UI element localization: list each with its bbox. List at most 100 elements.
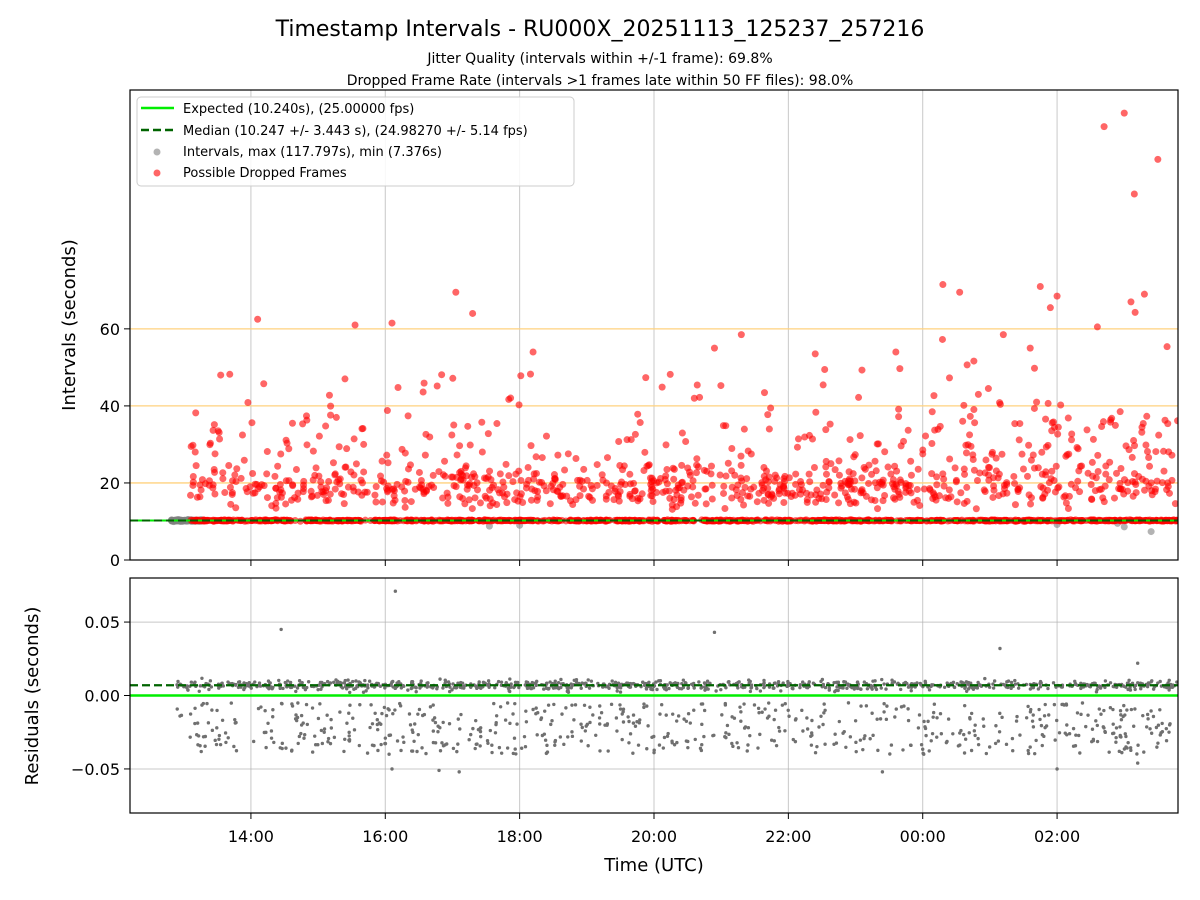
dropped-frame-point — [189, 472, 197, 480]
residual-point — [686, 745, 690, 750]
residual-point — [452, 685, 456, 690]
residual-point — [1107, 750, 1111, 754]
residual-point — [193, 706, 197, 710]
dropped-frame-point — [825, 484, 833, 492]
residual-point — [672, 743, 677, 747]
residual-point — [1084, 724, 1088, 729]
dropped-frame-point — [919, 450, 927, 458]
dropped-frame-point — [327, 402, 335, 410]
residual-point — [781, 681, 785, 685]
residual-point — [553, 743, 557, 747]
dropped-frame-point — [459, 476, 467, 484]
residual-point — [351, 716, 355, 720]
dropped-frame-point — [819, 381, 827, 389]
dropped-frame-point — [821, 366, 829, 374]
dropped-frame-point — [563, 492, 571, 500]
residual-point — [459, 685, 463, 690]
dropped-frame-point — [1010, 472, 1018, 480]
dropped-frame-point — [482, 475, 490, 483]
dropped-frame-point — [332, 413, 340, 421]
residual-point — [458, 727, 462, 731]
dropped-frame-point — [1158, 479, 1166, 487]
residual-point — [295, 686, 300, 690]
dropped-frame-point — [825, 477, 833, 485]
residual-point — [1071, 744, 1076, 748]
dropped-frame-point — [225, 461, 233, 469]
residual-point — [929, 739, 933, 743]
dropped-frame-point — [946, 455, 954, 463]
residual-point — [329, 717, 333, 722]
residual-point — [498, 705, 503, 709]
residual-point — [479, 686, 483, 690]
residual-point — [247, 681, 251, 685]
residual-point — [834, 741, 839, 745]
residual-point — [1018, 733, 1022, 737]
dropped-frame-point — [378, 457, 386, 465]
dropped-frame-point — [335, 443, 343, 451]
residual-point — [478, 744, 482, 748]
dropped-frame-point — [246, 483, 254, 491]
dropped-frame-point — [900, 437, 908, 445]
dropped-frame-point — [583, 476, 591, 484]
dropped-frame-point — [1089, 435, 1097, 443]
dropped-frame-point — [1147, 479, 1155, 487]
residual-point — [271, 715, 275, 719]
dropped-frame-point — [812, 408, 820, 416]
residual-point — [272, 740, 276, 745]
dropped-frame-point — [473, 479, 481, 487]
dropped-frame-point — [1027, 494, 1035, 502]
dropped-frame-point — [1037, 483, 1045, 491]
dropped-frame-point — [841, 489, 849, 497]
residual-point — [413, 685, 418, 689]
dropped-frame-point — [648, 474, 656, 482]
x-tick-label: 18:00 — [497, 827, 543, 846]
residual-point — [620, 737, 624, 742]
residual-point — [855, 686, 860, 691]
residual-point — [582, 703, 587, 707]
dropped-frame-point — [237, 474, 245, 482]
residual-point — [984, 751, 989, 756]
dropped-frame-point — [527, 442, 535, 450]
residual-point — [772, 717, 776, 722]
dropped-frame-point — [514, 497, 522, 505]
residual-point — [459, 712, 463, 717]
residual-point — [997, 730, 1002, 734]
dropped-frame-point — [425, 482, 433, 490]
dropped-frame-point — [388, 485, 396, 493]
dropped-frame-point — [1102, 470, 1110, 478]
residual-point — [870, 711, 874, 715]
residual-point — [1090, 727, 1095, 731]
dropped-frame-point — [1027, 456, 1035, 464]
residual-point — [1103, 685, 1107, 690]
residual-point — [586, 744, 590, 748]
residual-point — [348, 690, 352, 695]
residual-point — [871, 679, 875, 683]
dropped-frame-point — [793, 443, 801, 451]
residual-point — [922, 752, 926, 756]
residual-point — [809, 743, 814, 747]
dropped-frame-point — [970, 406, 978, 414]
dropped-frame-point — [822, 496, 830, 504]
residual-point — [1164, 739, 1169, 743]
dropped-frame-point — [486, 486, 494, 494]
dropped-frame-point — [1018, 450, 1026, 458]
residual-point — [772, 686, 776, 690]
residual-point — [1111, 707, 1115, 712]
residual-point — [508, 721, 512, 726]
residual-point — [375, 727, 380, 732]
residual-point — [621, 707, 626, 711]
dropped-frame-point — [1031, 464, 1039, 472]
dropped-frame-point — [482, 494, 490, 502]
dropped-frame-point — [1100, 498, 1108, 506]
residual-point — [176, 679, 180, 684]
dropped-frame-point — [326, 490, 334, 498]
dropped-frame-outlier — [1046, 304, 1054, 312]
dropped-frame-point — [617, 481, 625, 489]
residual-point — [776, 680, 781, 684]
residual-point — [375, 722, 380, 727]
residual-point — [1065, 733, 1069, 737]
dropped-frame-point — [1016, 420, 1024, 428]
residual-point — [767, 701, 771, 705]
dropped-frame-point — [219, 475, 227, 483]
residual-point — [865, 687, 870, 691]
